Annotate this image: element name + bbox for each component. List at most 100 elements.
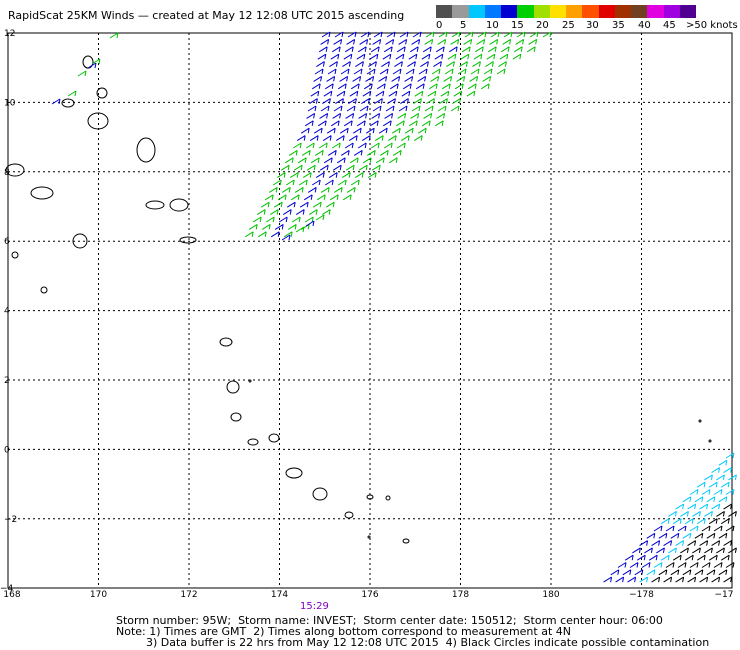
wind-barb xyxy=(461,46,471,53)
wind-barb xyxy=(610,569,620,576)
island-outline xyxy=(87,112,109,130)
wind-barb xyxy=(329,194,339,201)
wind-barb xyxy=(293,164,303,171)
wind-barb xyxy=(391,75,401,82)
colorbar-label: 10 xyxy=(486,20,499,31)
wind-barb xyxy=(682,496,692,503)
wind-barb xyxy=(51,98,61,105)
wind-barb xyxy=(711,467,721,474)
wind-barb xyxy=(345,112,355,119)
island-outline xyxy=(367,535,371,539)
wind-barb xyxy=(323,157,333,164)
wind-barb xyxy=(677,562,687,568)
longitude-label: 168 xyxy=(3,590,20,600)
wind-barb xyxy=(316,61,325,68)
wind-barb xyxy=(409,46,419,53)
wind-barb xyxy=(264,194,274,201)
wind-barb xyxy=(378,75,388,82)
wind-barb xyxy=(342,61,351,68)
wind-barb xyxy=(294,186,304,193)
wind-barb xyxy=(265,216,275,223)
wind-barb xyxy=(325,201,335,208)
wind-barb xyxy=(308,209,318,216)
wind-barb xyxy=(365,75,375,82)
wind-barb xyxy=(529,31,539,38)
wind-barb xyxy=(725,452,735,459)
wind-barb xyxy=(295,209,305,216)
wind-barb xyxy=(288,149,298,156)
wind-barb xyxy=(314,68,324,75)
wind-barb xyxy=(421,53,431,60)
wind-barb xyxy=(314,149,324,156)
wind-barb xyxy=(349,157,359,164)
wind-barb xyxy=(720,518,730,525)
wind-barb xyxy=(348,98,357,105)
wind-barb xyxy=(375,157,385,164)
wind-barb xyxy=(431,68,441,75)
wind-barb xyxy=(373,31,383,38)
wind-barb xyxy=(358,164,368,171)
wind-barb xyxy=(402,83,412,90)
wind-barb xyxy=(318,142,328,149)
wind-barb xyxy=(352,127,362,134)
wind-barb xyxy=(352,75,362,82)
wind-barb xyxy=(388,90,398,97)
wind-barb xyxy=(335,135,345,142)
wind-barb xyxy=(440,90,450,97)
wind-barb xyxy=(450,105,460,112)
wind-barb xyxy=(706,569,716,576)
wind-barb xyxy=(435,46,445,53)
wind-barb xyxy=(401,90,411,97)
wind-barb xyxy=(356,53,366,60)
wind-barb xyxy=(425,31,435,38)
colorbar-segment xyxy=(452,5,469,18)
wind-barb xyxy=(668,510,677,517)
wind-barb xyxy=(412,31,422,38)
wind-barb xyxy=(363,83,373,90)
colorbar-segment xyxy=(501,5,518,18)
island-outline xyxy=(247,438,259,446)
wind-barb xyxy=(689,489,699,495)
wind-barb xyxy=(388,157,398,164)
latitude-label: 6 xyxy=(4,237,10,247)
wind-barb xyxy=(354,172,364,179)
notes-line-2: 3) Data buffer is 22 hrs from May 12 12:… xyxy=(146,636,710,649)
wind-barb xyxy=(311,83,321,90)
wind-barb xyxy=(701,562,711,568)
island-outline xyxy=(40,286,48,294)
wind-barb xyxy=(542,31,552,38)
map-grid xyxy=(8,33,732,588)
wind-barb xyxy=(326,75,336,82)
wind-barb xyxy=(615,576,625,583)
wind-barb xyxy=(315,172,325,179)
wind-barb xyxy=(371,164,381,171)
wind-barb xyxy=(644,547,653,554)
wind-barb xyxy=(711,576,721,583)
wind-barb xyxy=(404,127,414,134)
wind-barb xyxy=(450,38,460,45)
wind-barb xyxy=(366,149,376,156)
wind-barb xyxy=(282,209,292,216)
island-outline xyxy=(169,198,189,212)
wind-barb xyxy=(704,474,713,481)
wind-barb xyxy=(361,135,371,142)
colorbar-segment xyxy=(582,5,599,18)
wind-barb xyxy=(675,503,685,510)
colorbar-segment xyxy=(517,5,534,18)
wind-barb xyxy=(317,120,327,127)
colorbar-segment xyxy=(663,5,680,18)
wind-barb xyxy=(376,83,386,90)
wind-barb xyxy=(696,481,706,488)
wind-barb xyxy=(706,532,716,539)
island-outline xyxy=(248,379,252,383)
wind-barb xyxy=(437,38,447,45)
wind-barb xyxy=(457,68,467,75)
wind-barb xyxy=(723,576,733,583)
wind-barb xyxy=(285,179,295,186)
colorbar-label: 15 xyxy=(511,20,524,31)
wind-barb xyxy=(332,112,342,119)
wind-barb xyxy=(109,32,119,39)
wind-barb xyxy=(624,554,634,561)
island-outline xyxy=(96,87,108,99)
wind-barb xyxy=(680,547,689,554)
